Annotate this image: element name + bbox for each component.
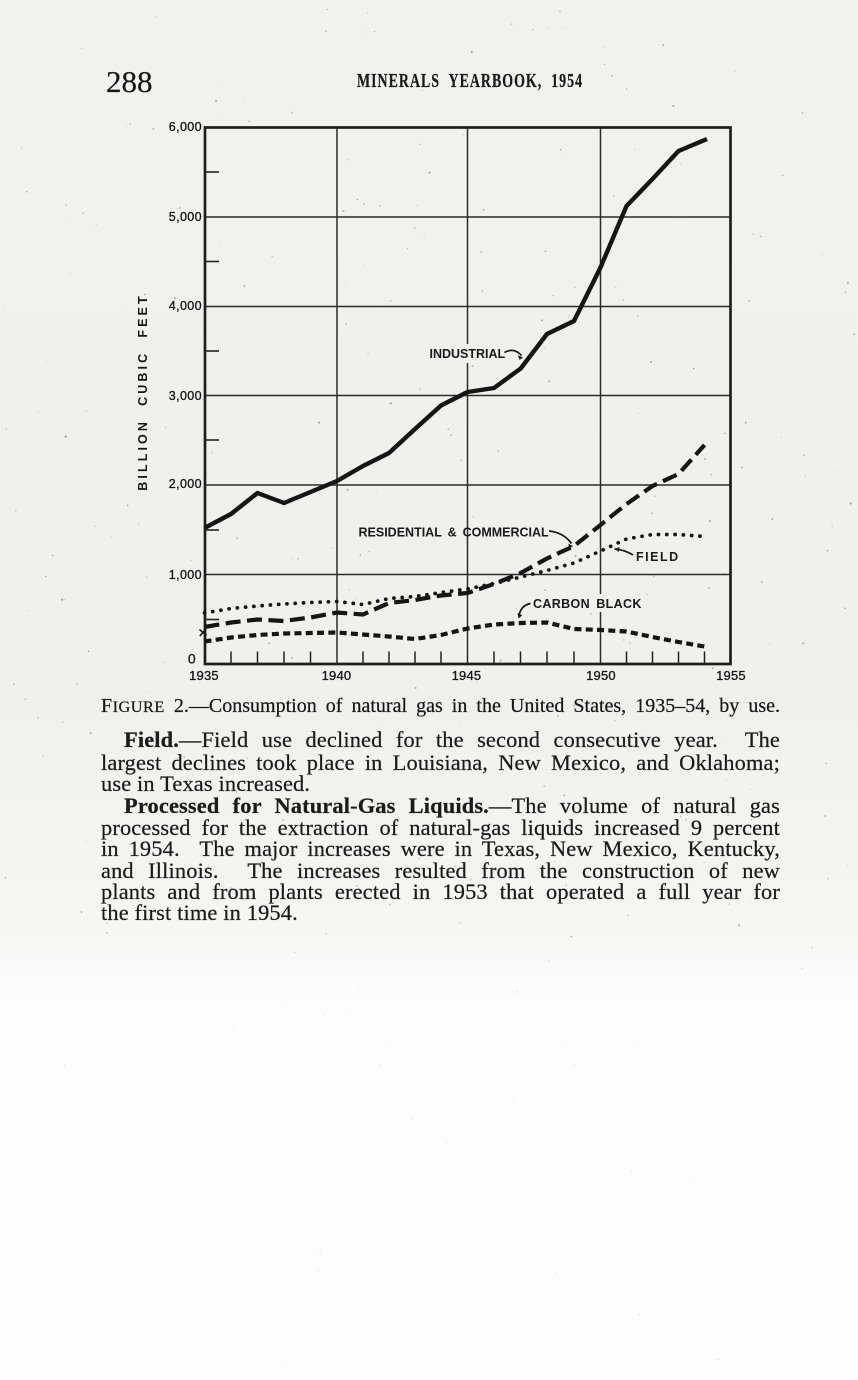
svg-text:1955: 1955 bbox=[716, 668, 746, 683]
svg-text:INDUSTRIAL: INDUSTRIAL bbox=[430, 347, 506, 361]
svg-text:1950: 1950 bbox=[586, 668, 616, 683]
svg-text:0: 0 bbox=[188, 650, 196, 666]
svg-text:1,000: 1,000 bbox=[169, 568, 202, 582]
svg-text:BILLION CUBIC FEET: BILLION CUBIC FEET bbox=[136, 293, 150, 490]
svg-text:1935: 1935 bbox=[189, 668, 219, 683]
svg-text:1945: 1945 bbox=[452, 668, 482, 683]
svg-text:5,000: 5,000 bbox=[169, 210, 202, 224]
svg-text:4,000: 4,000 bbox=[169, 299, 202, 313]
svg-text:1940: 1940 bbox=[322, 668, 352, 683]
svg-text:RESIDENTIAL & COMMERCIAL: RESIDENTIAL & COMMERCIAL bbox=[359, 525, 550, 539]
svg-text:6,000: 6,000 bbox=[169, 120, 202, 134]
svg-text:FIELD: FIELD bbox=[636, 550, 680, 564]
svg-text:CARBON BLACK: CARBON BLACK bbox=[533, 597, 642, 611]
svg-text:2,000: 2,000 bbox=[169, 477, 202, 491]
svg-text:3,000: 3,000 bbox=[169, 389, 202, 403]
